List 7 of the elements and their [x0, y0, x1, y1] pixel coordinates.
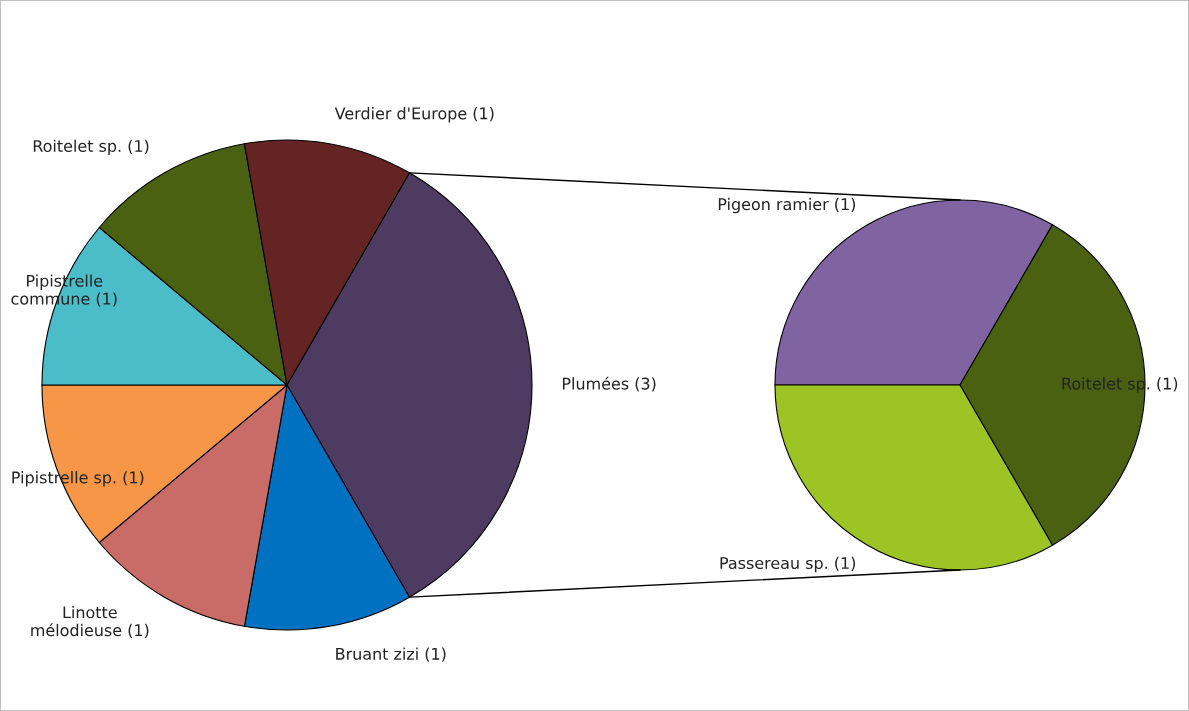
slice-label: Plumées (3)	[562, 376, 656, 392]
slice-label: Roitelet sp. (1)	[33, 139, 149, 156]
slice-label: Pigeon ramier (1)	[718, 197, 856, 214]
slice-label: Passereau sp. (1)	[720, 556, 856, 573]
slice-label: Verdier d'Europe (1)	[334, 107, 494, 123]
slice-label: Linotte mélodieuse (1)	[31, 605, 149, 639]
slice-label: Bruant zizi (1)	[336, 647, 446, 662]
